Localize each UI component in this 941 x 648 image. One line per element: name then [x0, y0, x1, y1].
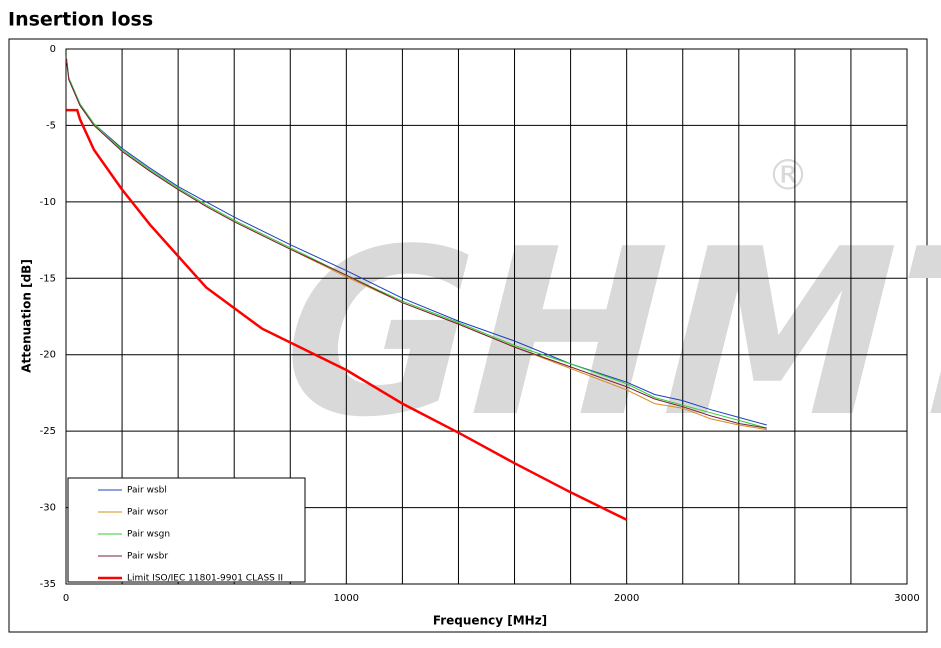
y-tick-label: -15 — [40, 273, 56, 284]
series-line — [65, 58, 767, 429]
y-axis-label: Attenuation [dB] — [20, 259, 34, 373]
y-tick-label: -25 — [40, 426, 56, 437]
watermark-mark: ® — [767, 151, 809, 200]
legend-label: Pair wsor — [127, 508, 168, 518]
y-tick-label: 0 — [50, 44, 56, 55]
legend-label: Pair wsbr — [127, 552, 168, 562]
legend-label: Pair wsbl — [127, 486, 167, 496]
x-tick-label: 0 — [63, 593, 69, 604]
watermark: GHMT — [250, 200, 941, 468]
y-tick-label: -10 — [40, 197, 56, 208]
legend-label: Pair wsgn — [127, 530, 170, 540]
y-tick-label: -5 — [46, 120, 56, 131]
legend-box — [67, 477, 306, 583]
y-tick-label: -35 — [40, 579, 56, 590]
x-tick-label: 1000 — [334, 593, 359, 604]
x-axis-label: Frequency [MHz] — [433, 614, 547, 628]
legend-label: Limit ISO/IEC 11801-9901 CLASS II — [127, 574, 283, 584]
chart-title: Insertion loss — [8, 9, 153, 31]
y-tick-label: -20 — [40, 350, 56, 361]
x-tick-label: 2000 — [614, 593, 639, 604]
y-tick-label: -30 — [40, 503, 56, 514]
series-line — [66, 108, 628, 521]
x-tick-label: 3000 — [894, 593, 919, 604]
